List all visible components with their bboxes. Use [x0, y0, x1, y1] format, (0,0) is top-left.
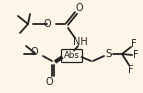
FancyBboxPatch shape [61, 49, 83, 62]
Text: O: O [45, 77, 53, 87]
Text: O: O [30, 47, 38, 57]
Text: S: S [106, 49, 112, 59]
Text: Abs: Abs [64, 52, 80, 61]
Text: F: F [131, 39, 137, 49]
Text: O: O [75, 3, 83, 13]
Text: O: O [43, 19, 51, 29]
Text: F: F [133, 50, 139, 60]
Text: F: F [128, 65, 134, 75]
Text: NH: NH [73, 37, 87, 47]
